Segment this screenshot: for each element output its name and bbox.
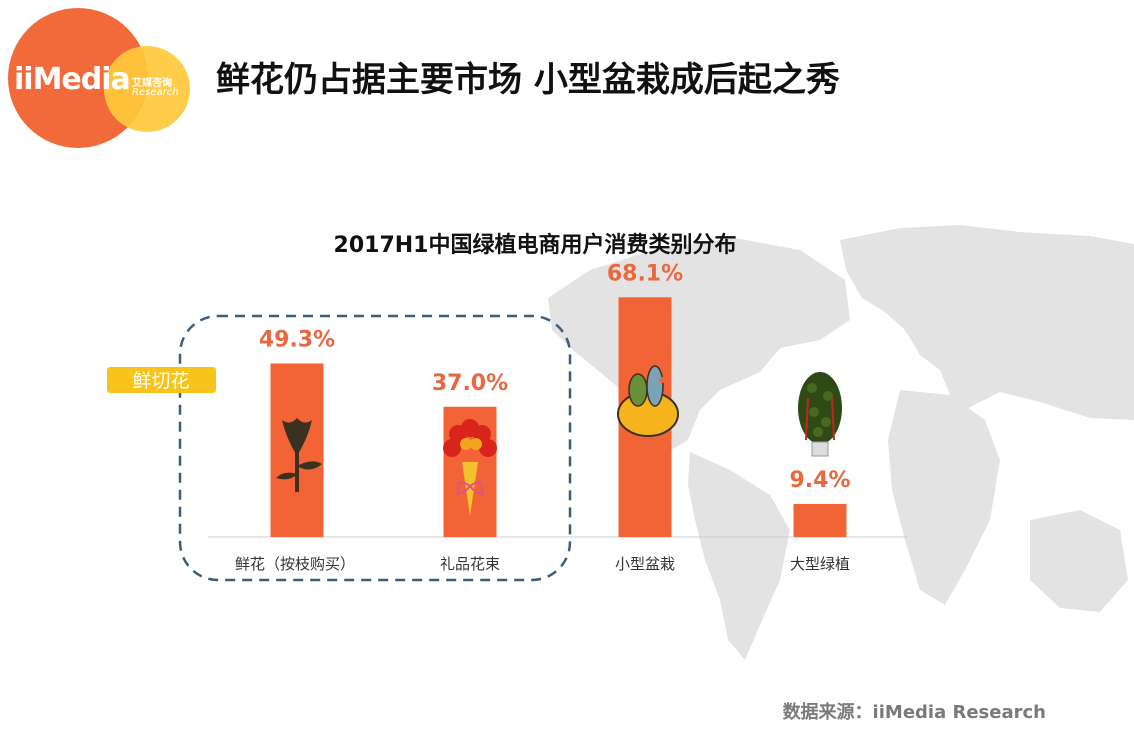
imedia-logo: iiMedia 艾媒咨询 Research: [0, 0, 200, 160]
potted-cactus-icon: [617, 365, 679, 437]
large-tree-icon: [798, 372, 842, 457]
group-tag-label: 鲜切花: [132, 370, 189, 392]
chart-title: 2017H1中国绿植电商用户消费类别分布: [334, 232, 737, 258]
category-label-3: 小型盆栽: [615, 555, 675, 573]
rose-icon: [276, 418, 322, 492]
category-label-1: 鲜花（按枝购买）: [235, 555, 355, 573]
bar-value-label-4: 9.4%: [789, 468, 850, 493]
logo-wordmark: iiMedia: [14, 62, 131, 97]
bars-group: 49.3% 鲜花（按枝购买） 37.0% 礼品花束 68.1% 小型盆栽 9.4% 大型绿植: [235, 261, 851, 573]
bar-value-label-3: 68.1%: [607, 261, 683, 286]
group-tag-bg: [107, 367, 216, 393]
page-title: 鲜花仍占据主要市场 小型盆栽成后起之秀: [216, 60, 840, 100]
logo-yellow-circle: [104, 46, 190, 132]
category-label-2: 礼品花束: [440, 555, 500, 573]
group-dashed-box: [178, 314, 572, 582]
logo-subtitle: Research: [132, 87, 179, 98]
category-label-4: 大型绿植: [790, 555, 850, 573]
data-source: 数据来源：iiMedia Research: [782, 702, 1046, 723]
icons-group: [276, 365, 842, 516]
bouquet-icon: [443, 419, 497, 516]
bar-value-label-2: 37.0%: [432, 371, 508, 396]
bar-value-label-1: 49.3%: [259, 327, 335, 352]
bar-4: [793, 503, 847, 537]
logo-chinese-name: 艾媒咨询: [132, 78, 172, 89]
